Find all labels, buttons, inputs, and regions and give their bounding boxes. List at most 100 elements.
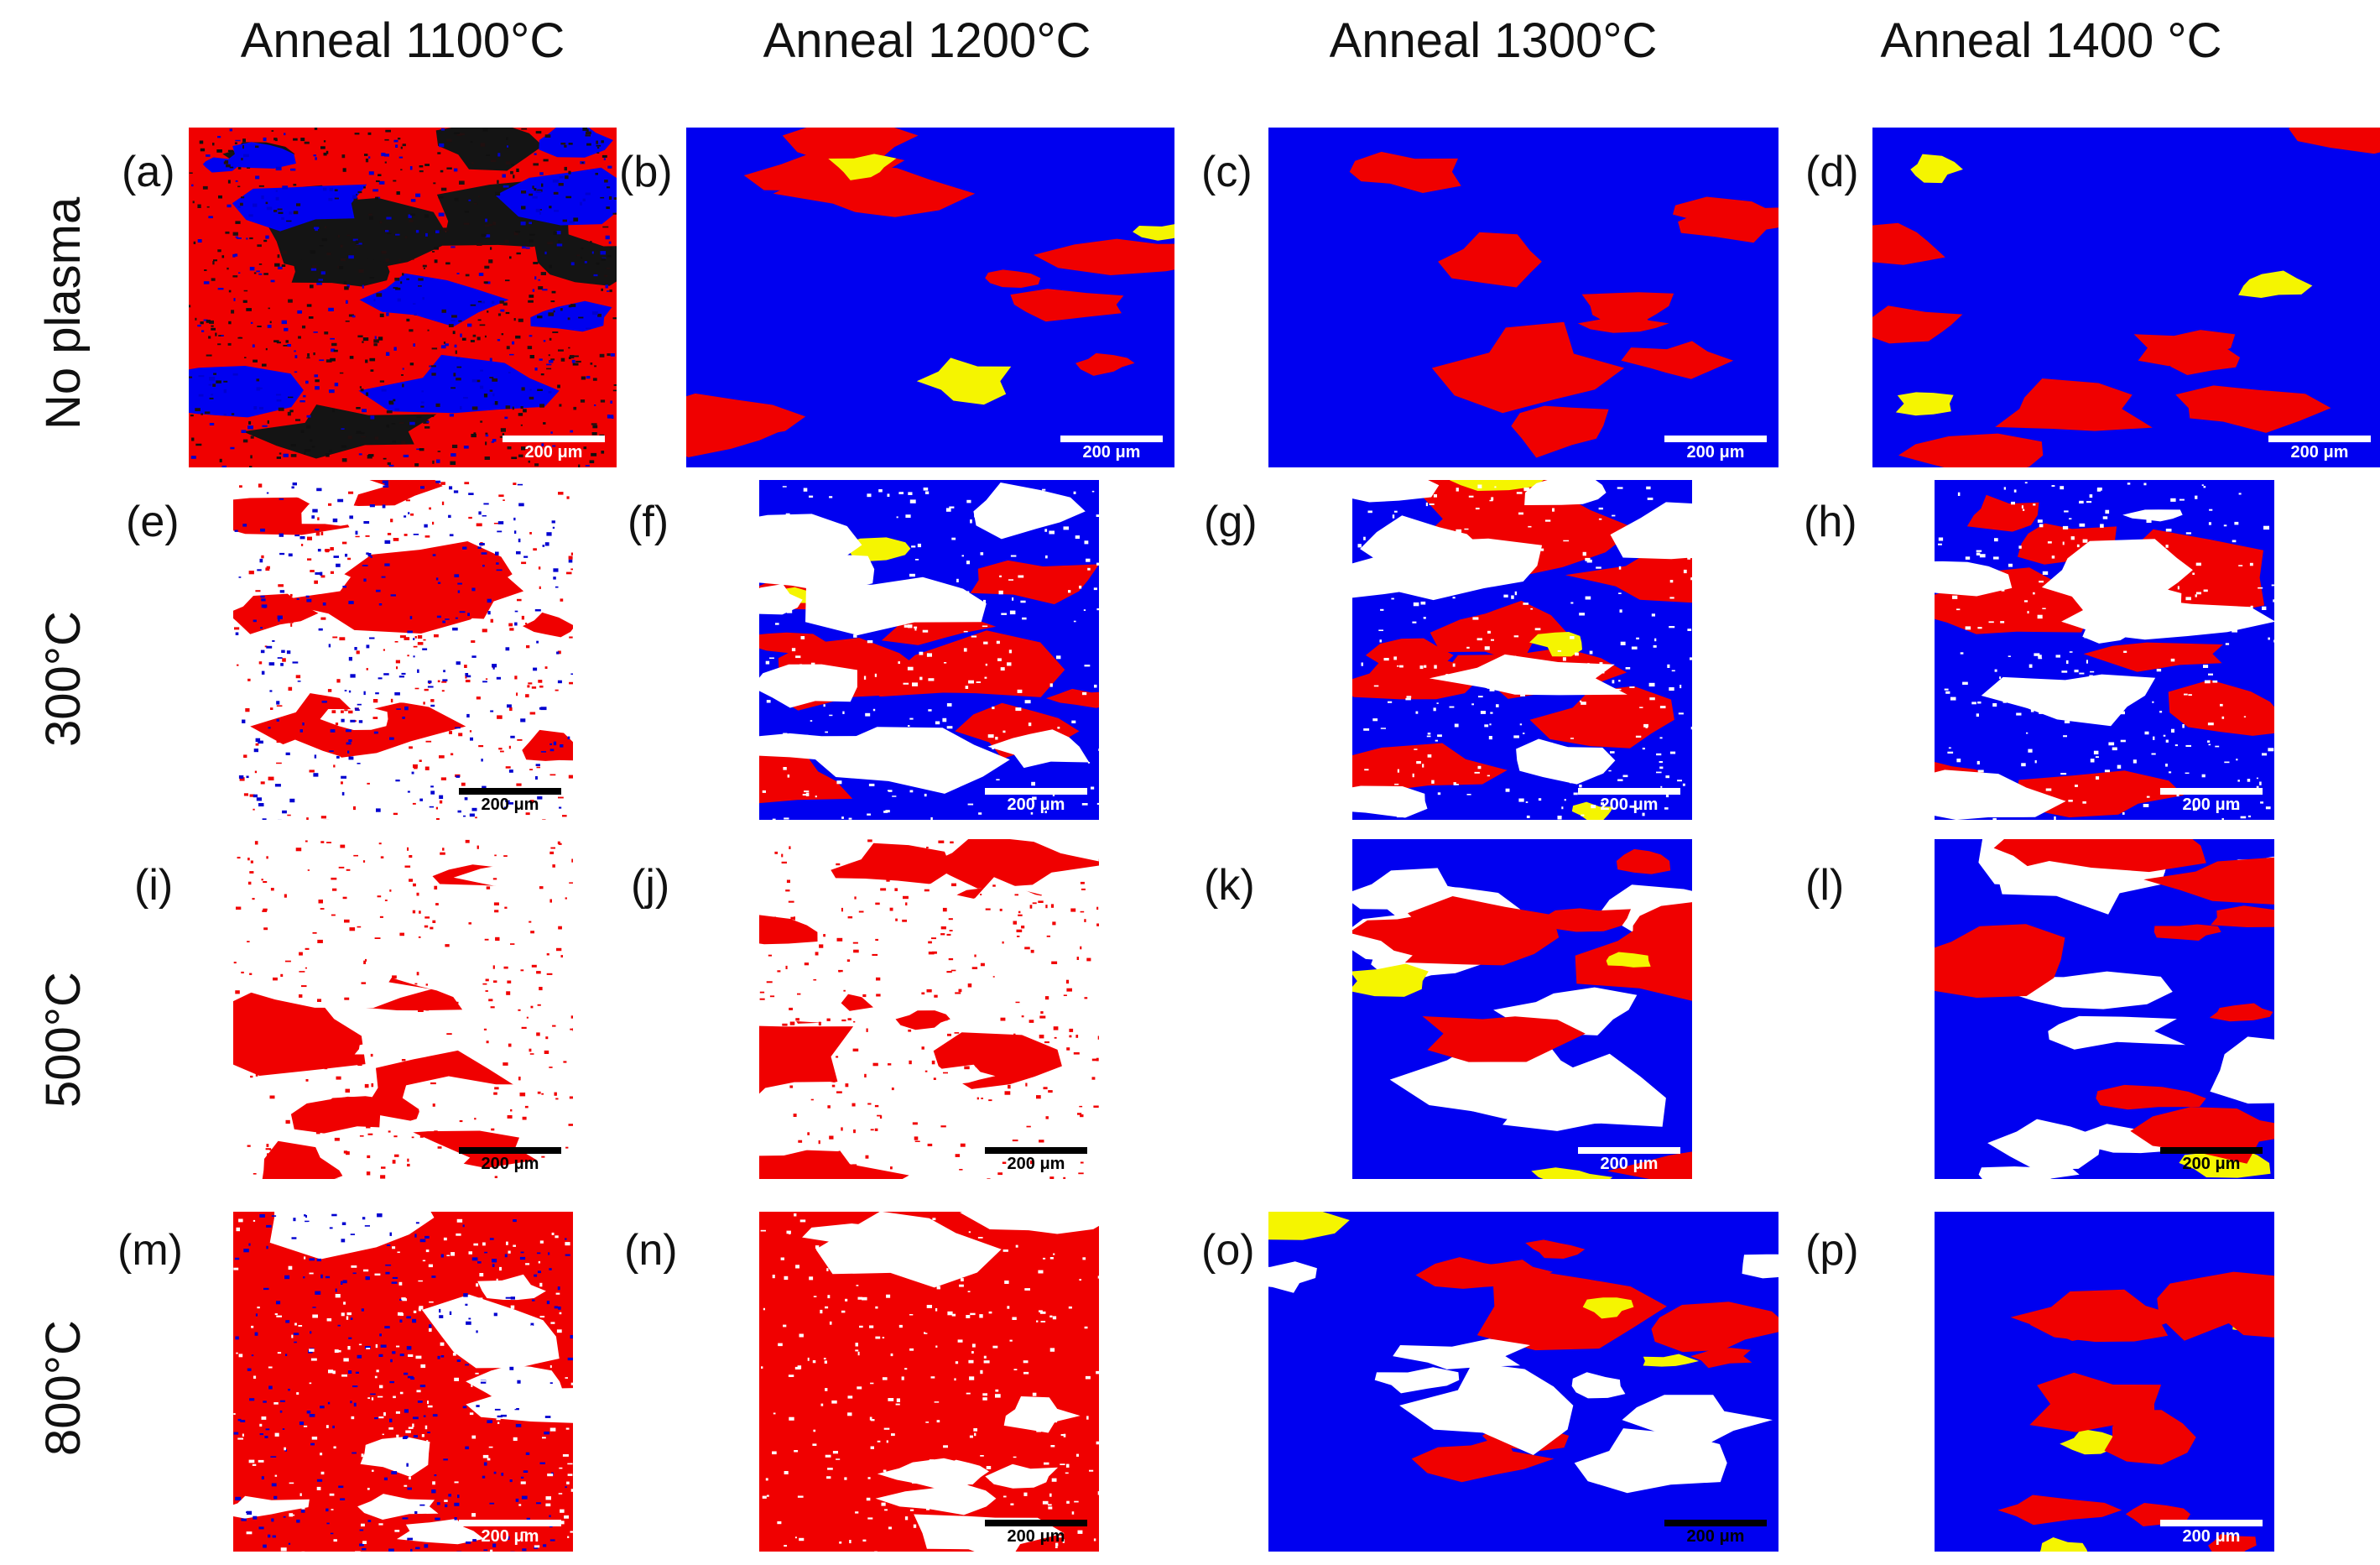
speckle (254, 770, 258, 774)
speckle (1025, 1082, 1028, 1087)
speckle (823, 584, 825, 587)
speckle (558, 796, 564, 799)
speckle (243, 610, 246, 614)
speckle (318, 900, 323, 904)
speckle (2127, 599, 2130, 602)
speckle (242, 524, 247, 527)
white-grain (759, 514, 862, 566)
speckle (405, 1213, 408, 1217)
speckle (362, 409, 367, 413)
speckle (1382, 540, 1384, 542)
speckle (473, 1243, 478, 1246)
speckle (1093, 1538, 1096, 1542)
speckle (908, 492, 913, 495)
speckle (461, 133, 465, 135)
speckle (410, 513, 414, 516)
speckle (886, 878, 890, 882)
speckle (350, 1234, 355, 1235)
speckle (805, 734, 809, 738)
speckle (1063, 1228, 1068, 1230)
speckle (320, 1406, 325, 1409)
speckle (243, 1249, 249, 1253)
speckle (1518, 684, 1521, 688)
speckle (942, 907, 947, 912)
speckle (334, 1137, 340, 1141)
speckle (888, 1172, 893, 1176)
speckle (999, 575, 1002, 577)
speckle (440, 852, 445, 855)
speckle (262, 425, 268, 427)
speckle (315, 386, 320, 390)
speckle (335, 723, 339, 726)
speckle (2153, 553, 2158, 556)
speckle (511, 1406, 517, 1410)
speckle (491, 300, 495, 304)
speckle (407, 1487, 412, 1490)
speckle (1642, 748, 1645, 750)
speckle (341, 775, 346, 779)
speckle (431, 347, 438, 350)
speckle (432, 460, 435, 464)
speckle (324, 331, 329, 335)
speckle (278, 584, 284, 587)
speckle (570, 1335, 573, 1339)
speckle (477, 300, 482, 303)
speckle (505, 766, 511, 769)
speckle (234, 627, 240, 630)
speckle (2169, 771, 2172, 774)
speckle (1046, 935, 1050, 937)
speckle (785, 889, 790, 892)
speckle (364, 154, 368, 156)
speckle (200, 321, 204, 325)
speckle (268, 727, 271, 729)
speckle (759, 1041, 765, 1045)
speckle (529, 1053, 534, 1055)
speckle (350, 674, 356, 678)
speckle (926, 1472, 932, 1474)
speckle (2102, 606, 2107, 608)
speckle (521, 561, 527, 565)
speckle (436, 818, 440, 820)
speckle (891, 1433, 895, 1437)
red-grain (2168, 680, 2274, 736)
speckle (352, 195, 357, 199)
speckle (586, 327, 591, 330)
speckle (513, 232, 518, 236)
speckle (400, 146, 403, 149)
speckle (1585, 596, 1591, 600)
speckle (1523, 733, 1525, 734)
speckle (586, 143, 591, 146)
speckle (275, 196, 279, 201)
speckle (372, 1469, 374, 1472)
speckle (328, 644, 331, 648)
speckle (296, 1173, 300, 1177)
scale-bar-label: 200 μm (1600, 796, 1659, 814)
speckle (490, 618, 493, 623)
speckle (1625, 667, 1631, 670)
speckle (888, 1526, 892, 1530)
speckle (303, 394, 306, 398)
speckle (773, 1159, 779, 1163)
speckle (368, 171, 374, 175)
speckle (408, 1500, 414, 1505)
speckle (898, 492, 904, 494)
speckle (378, 336, 383, 341)
speckle (484, 938, 489, 941)
speckle (1629, 805, 1635, 808)
phase-map-image (759, 839, 1099, 1179)
speckle (402, 143, 406, 147)
speckle (411, 771, 414, 775)
speckle (500, 428, 506, 432)
speckle (480, 420, 483, 423)
speckle (1538, 664, 1542, 668)
speckle (488, 1329, 492, 1333)
speckle (503, 1062, 508, 1066)
speckle (976, 1097, 979, 1100)
speckle (522, 1548, 527, 1552)
speckle (450, 461, 456, 465)
speckle (823, 1358, 826, 1360)
speckle (2083, 695, 2088, 699)
speckle (565, 1146, 569, 1149)
yellow-grain (2039, 1537, 2088, 1552)
speckle (464, 482, 470, 485)
